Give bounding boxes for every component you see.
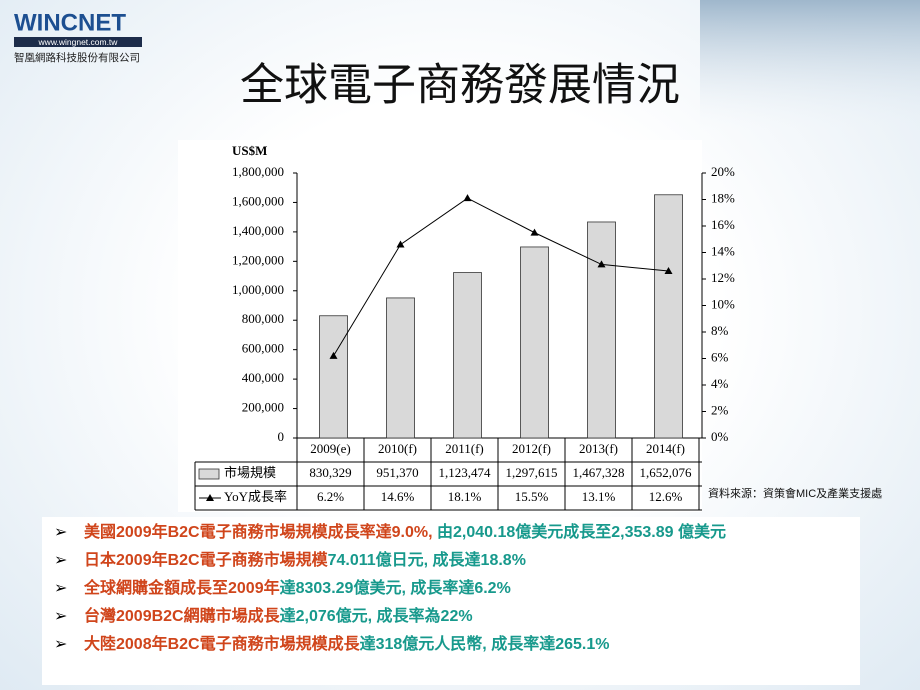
y2-tick-label: 0%	[711, 429, 729, 444]
y-tick-label: 1,400,000	[232, 223, 284, 238]
y2-tick-label: 14%	[711, 243, 735, 258]
x-tick-label: 2011(f)	[445, 441, 484, 456]
table-value: 1,467,328	[573, 465, 625, 480]
table-value: 1,123,474	[439, 465, 492, 480]
y2-tick-label: 20%	[711, 164, 735, 179]
y-axis-title: US$M	[232, 143, 267, 158]
y-tick-label: 1,200,000	[232, 252, 284, 267]
source-note: 資料來源：資策會MIC及產業支援處	[708, 486, 882, 500]
line-marker	[396, 240, 405, 248]
bullet-text: 大陸2008年B2C電子商務市場規模成長	[84, 636, 360, 653]
bullet-text: 台灣2009B2C網購市場成長	[84, 608, 280, 625]
y-tick-label: 800,000	[242, 311, 284, 326]
x-tick-label: 2012(f)	[512, 441, 551, 456]
table-value: 6.2%	[317, 489, 344, 504]
y2-tick-label: 10%	[711, 296, 735, 311]
bullet-box: 美國2009年B2C電子商務市場規模成長率達9.0%, 由2,040.18億美元…	[42, 517, 860, 685]
x-tick-label: 2010(f)	[378, 441, 417, 456]
table-value: 13.1%	[582, 489, 616, 504]
y-tick-label: 1,000,000	[232, 282, 284, 297]
table-value: 1,652,076	[640, 465, 693, 480]
legend-label: 市場規模	[224, 465, 276, 480]
y-tick-label: 1,800,000	[232, 164, 284, 179]
bullet: 全球網購金額成長至2009年達8303.29億美元, 成長率達6.2%	[42, 579, 844, 598]
table-value: 18.1%	[448, 489, 482, 504]
logo: WINCNET	[14, 9, 126, 36]
y2-tick-label: 18%	[711, 190, 735, 205]
url-bar	[14, 37, 142, 47]
table-value: 1,297,615	[506, 465, 558, 480]
bar	[587, 221, 616, 439]
bullet-text: 日本2009年B2C電子商務市場規模	[84, 552, 328, 569]
line-marker	[530, 228, 539, 236]
y2-tick-label: 6%	[711, 349, 729, 364]
y2-tick-label: 4%	[711, 376, 729, 391]
table-value: 951,370	[376, 465, 418, 480]
line-marker	[597, 260, 606, 268]
bar	[453, 272, 482, 439]
table-value: 830,329	[309, 465, 351, 480]
bar	[654, 194, 683, 439]
bullet: 日本2009年B2C電子商務市場規模74.011億日元, 成長達18.8%	[42, 551, 844, 570]
y2-tick-label: 12%	[711, 270, 735, 285]
line-marker	[463, 194, 472, 202]
y-tick-label: 400,000	[242, 370, 284, 385]
slide-title: 全球電子商務發展情況	[240, 61, 680, 110]
legend-swatch	[198, 468, 220, 480]
bullet-text: 74.011億日元, 成長達18.8%	[327, 552, 526, 569]
bar	[520, 246, 549, 439]
y2-tick-label: 16%	[711, 217, 735, 232]
bullet-text: 美國2009年B2C電子商務市場規模成長率達9.0%,	[84, 524, 433, 541]
y2-tick-label: 2%	[711, 402, 729, 417]
logo-url: www.wingnet.com.tw	[38, 37, 119, 47]
table-value: 12.6%	[649, 489, 683, 504]
bar	[319, 315, 348, 439]
company-name: 智凰網路科技股份有限公司	[14, 51, 140, 64]
legend-label: YoY成長率	[224, 489, 287, 504]
table-value: 14.6%	[381, 489, 415, 504]
y-tick-label: 200,000	[242, 400, 284, 415]
y2-tick-label: 8%	[711, 323, 729, 338]
x-tick-label: 2013(f)	[579, 441, 618, 456]
x-tick-label: 2009(e)	[310, 441, 350, 456]
line-marker	[329, 351, 338, 359]
bullet: 台灣2009B2C網購市場成長達2,076億元, 成長率為22%	[42, 607, 844, 626]
y-tick-label: 1,600,000	[232, 193, 284, 208]
yoy-line	[333, 197, 669, 357]
legend-marker	[206, 494, 214, 501]
bar	[386, 297, 415, 439]
building-photo	[700, 0, 920, 130]
bullet: 美國2009年B2C電子商務市場規模成長率達9.0%, 由2,040.18億美元…	[42, 523, 844, 542]
bullet-text: 達318億元人民幣, 成長率達265.1%	[359, 636, 610, 653]
y-tick-label: 0	[278, 429, 285, 444]
bullet-text: 全球網購金額成長至2009年	[84, 580, 280, 597]
bullet-text: 達2,076億元, 成長率為22%	[279, 608, 473, 625]
bullet-text: 達8303.29億美元, 成長率達6.2%	[279, 580, 511, 597]
bullet: 大陸2008年B2C電子商務市場規模成長達318億元人民幣, 成長率達265.1…	[42, 635, 844, 654]
line-marker	[664, 267, 673, 275]
y-tick-label: 600,000	[242, 341, 284, 356]
bullet-text: 由2,040.18億美元成長至2,353.89 億美元	[432, 524, 726, 541]
x-tick-label: 2014(f)	[646, 441, 685, 456]
table-value: 15.5%	[515, 489, 549, 504]
